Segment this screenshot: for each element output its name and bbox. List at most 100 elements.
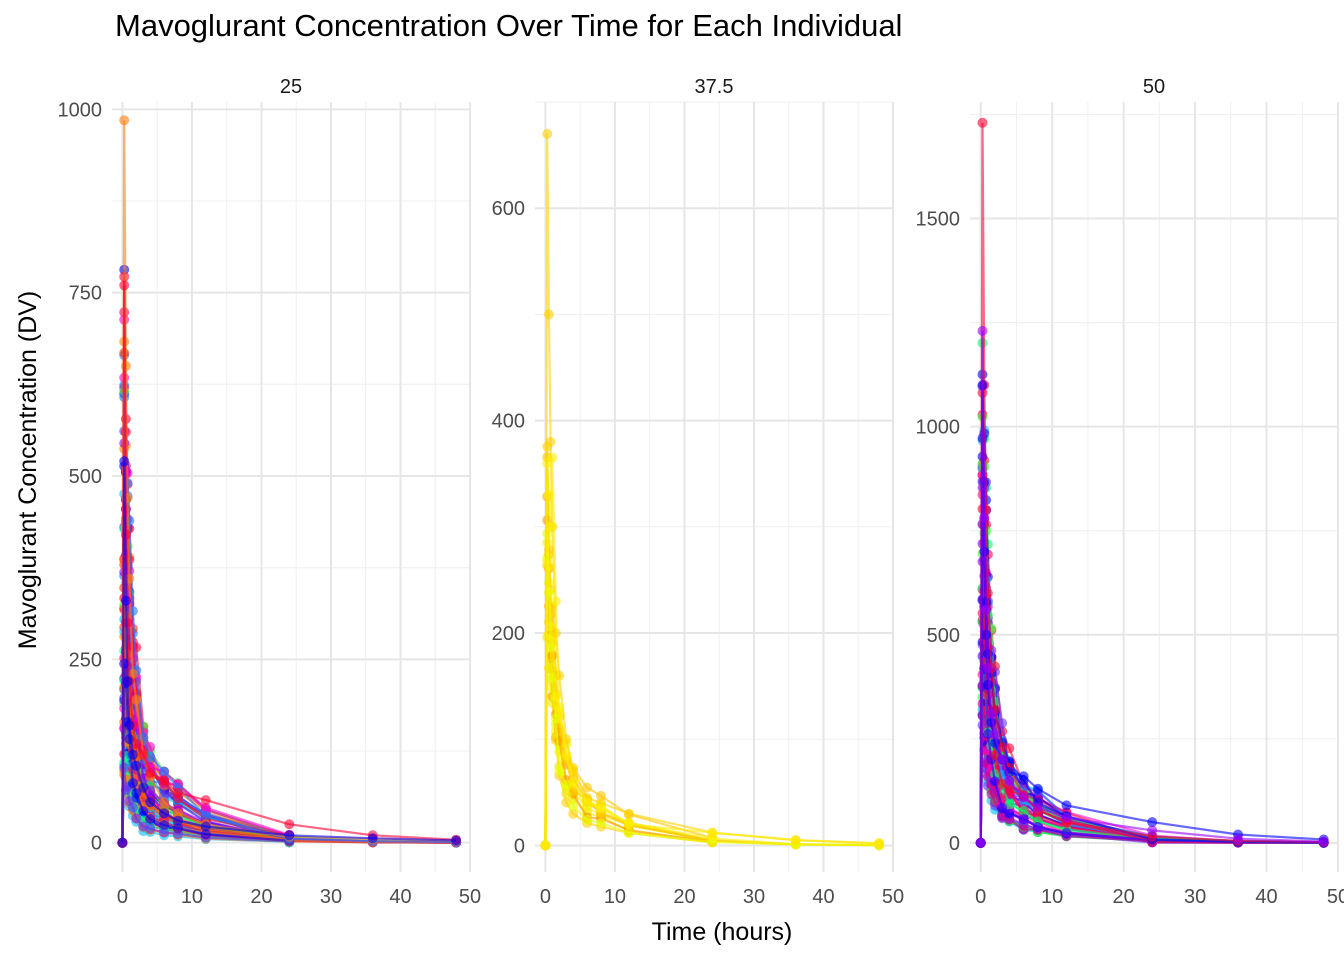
y-tick-label: 1000 [58,99,103,121]
data-point [1004,808,1015,819]
data-point [119,280,130,291]
data-point [568,785,579,796]
data-point [145,768,156,778]
series-line [544,457,880,846]
data-point [117,837,128,848]
data-point [122,676,133,687]
data-point [122,617,133,628]
data-point [131,788,142,799]
data-point [173,787,183,798]
data-point [1004,785,1015,796]
data-point [1061,812,1072,823]
series-line [979,330,1324,843]
data-point [1018,805,1029,816]
data-point [138,782,149,793]
data-point [568,808,579,819]
data-point [138,749,149,760]
facet-strip-label: 25 [280,76,302,98]
data-point [977,117,988,128]
data-point [707,827,718,838]
data-point [131,694,142,705]
x-tick-label: 40 [1255,886,1277,908]
series-23 [975,428,1329,848]
data-point [997,802,1008,813]
series-19 [975,337,1329,848]
data-point [990,750,1000,761]
x-tick-label: 50 [1327,886,1344,908]
data-point [543,490,554,500]
data-point [542,128,553,139]
data-point [200,795,211,806]
data-point [596,790,606,801]
data-point [986,708,997,719]
data-point [451,835,462,846]
series-line [979,468,1324,844]
facet-strip-label: 50 [1143,76,1165,98]
series-48 [975,325,1329,848]
data-point [124,720,135,731]
series-line [121,397,457,844]
data-point [200,829,211,840]
data-point [554,702,565,713]
data-point [159,808,170,819]
data-point [540,840,551,851]
series-line [979,122,1324,844]
x-tick-label: 20 [673,886,695,908]
x-tick-label: 0 [975,886,986,908]
series-line [979,433,1324,844]
data-point [159,820,170,830]
data-point [596,818,606,828]
data-point [582,798,593,808]
series-line [544,533,880,847]
data-point [120,595,131,606]
data-point [550,713,561,724]
series-line [979,429,1324,844]
y-tick-label: 0 [949,833,960,855]
data-point [127,749,138,760]
data-point [173,815,183,826]
data-point [623,827,634,838]
data-point [543,309,554,320]
data-point [1018,824,1029,835]
data-point [1032,802,1043,813]
y-tick-label: 200 [492,623,525,645]
data-point [979,513,990,524]
series-line [979,465,1324,844]
series-43 [975,595,1329,848]
data-point [145,823,156,834]
data-point [981,604,992,615]
x-tick-label: 50 [882,886,904,908]
data-point [1061,800,1072,811]
series-line [979,384,1324,843]
data-point [1018,792,1029,803]
data-point [131,738,142,749]
x-tick-label: 10 [604,886,626,908]
data-point [623,819,634,830]
data-point [173,823,183,834]
data-point [1004,775,1015,786]
series-line [544,133,880,846]
series-22 [975,387,1329,848]
series-58 [117,456,462,848]
y-tick-label: 0 [91,833,102,855]
x-tick-label: 30 [1184,886,1206,908]
x-tick-label: 20 [250,886,272,908]
series-14 [975,425,1329,848]
data-point [582,814,593,825]
data-point [1032,822,1043,832]
y-tick-label: 0 [514,835,525,857]
y-tick-label: 500 [69,466,102,488]
data-point [1032,783,1043,794]
data-point [596,803,606,814]
y-tick-label: 1500 [916,209,961,231]
data-point [561,750,572,761]
data-point [127,778,138,789]
data-point [545,642,556,652]
series-line [979,416,1324,844]
data-point [547,452,558,463]
data-point [874,838,885,849]
series-47 [975,380,1329,848]
